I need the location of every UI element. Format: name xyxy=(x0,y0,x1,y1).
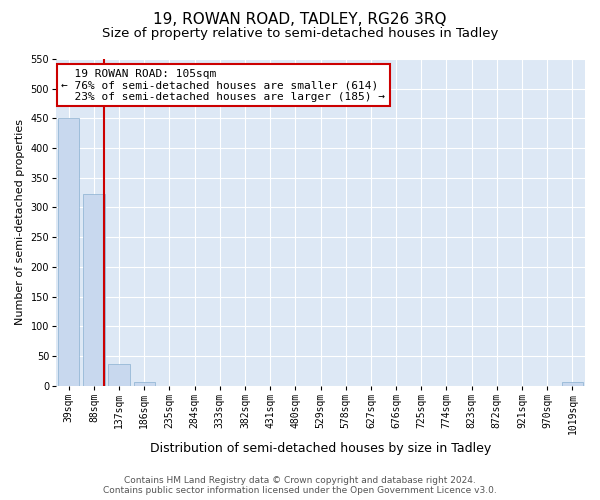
Bar xyxy=(83,194,104,386)
Text: Size of property relative to semi-detached houses in Tadley: Size of property relative to semi-detach… xyxy=(102,28,498,40)
Bar xyxy=(109,364,130,386)
Text: 19 ROWAN ROAD: 105sqm
← 76% of semi-detached houses are smaller (614)
  23% of s: 19 ROWAN ROAD: 105sqm ← 76% of semi-deta… xyxy=(61,69,385,102)
Text: 19, ROWAN ROAD, TADLEY, RG26 3RQ: 19, ROWAN ROAD, TADLEY, RG26 3RQ xyxy=(153,12,447,28)
Y-axis label: Number of semi-detached properties: Number of semi-detached properties xyxy=(15,120,25,326)
X-axis label: Distribution of semi-detached houses by size in Tadley: Distribution of semi-detached houses by … xyxy=(150,442,491,455)
Text: Contains HM Land Registry data © Crown copyright and database right 2024.
Contai: Contains HM Land Registry data © Crown c… xyxy=(103,476,497,495)
Bar xyxy=(58,118,79,386)
Bar xyxy=(134,382,155,386)
Bar xyxy=(562,382,583,386)
